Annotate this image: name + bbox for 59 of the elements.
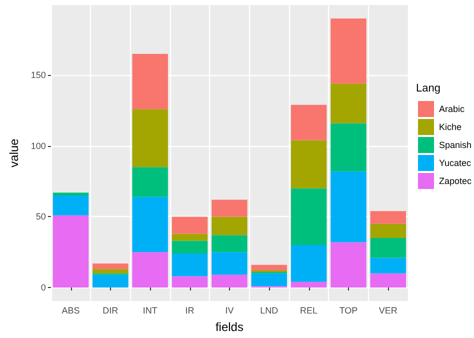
- x-tick-label: IR: [185, 306, 195, 316]
- bar: [330, 123, 366, 172]
- bar: [172, 240, 208, 254]
- legend-label: Yucatec: [439, 158, 472, 168]
- bar: [290, 140, 327, 188]
- bar: [330, 84, 366, 124]
- bar: [212, 274, 248, 288]
- bar: [132, 109, 168, 168]
- bar: [330, 171, 366, 242]
- bar: [92, 263, 128, 270]
- bar: [290, 104, 327, 140]
- bar: [172, 234, 208, 241]
- bar: [370, 258, 406, 274]
- bar: [330, 242, 366, 288]
- bar: [172, 254, 208, 276]
- x-tick-label: INT: [142, 306, 158, 316]
- y-tick-label: 100: [30, 140, 46, 151]
- bar: [132, 54, 168, 110]
- x-tick-label: VER: [378, 306, 398, 316]
- x-axis-title: fields: [215, 320, 244, 334]
- bar: [52, 195, 89, 216]
- y-tick-label: 50: [36, 212, 46, 222]
- legend-label: Arabic: [439, 104, 466, 114]
- bar: [370, 224, 406, 238]
- bar: [92, 269, 128, 274]
- x-tick-label: LND: [260, 306, 279, 316]
- bar: [212, 216, 248, 236]
- y-axis-title: value: [7, 138, 21, 168]
- bar: [330, 18, 366, 84]
- bar: [290, 245, 327, 282]
- bar: [132, 196, 168, 252]
- bar: [290, 282, 327, 288]
- bar: [92, 274, 128, 288]
- bar: [132, 252, 168, 288]
- legend-label: Spanish: [439, 140, 472, 150]
- bar: [132, 167, 168, 197]
- bar: [290, 188, 327, 246]
- bar: [212, 200, 248, 217]
- x-tick-label: DIR: [102, 306, 119, 316]
- x-tick-label: ABS: [62, 306, 80, 316]
- bar: [172, 276, 208, 288]
- bar: [370, 211, 406, 224]
- x-tick-label: IV: [225, 306, 234, 316]
- bar: [370, 238, 406, 258]
- bar: [212, 235, 248, 252]
- x-tick-label: REL: [300, 306, 318, 316]
- legend-title: Lang: [416, 82, 440, 94]
- bar: [212, 252, 248, 275]
- y-tick-label: 150: [30, 70, 46, 80]
- bar: [172, 216, 208, 234]
- bar: [52, 215, 89, 288]
- legend-label: Kiche: [439, 122, 462, 132]
- legend-label: Zapotec: [439, 176, 472, 186]
- bar: [251, 264, 287, 271]
- x-tick-label: TOP: [339, 306, 358, 316]
- bar: [52, 192, 89, 196]
- bar: [370, 273, 406, 288]
- y-tick-label: 0: [40, 282, 46, 293]
- bar: [251, 273, 287, 286]
